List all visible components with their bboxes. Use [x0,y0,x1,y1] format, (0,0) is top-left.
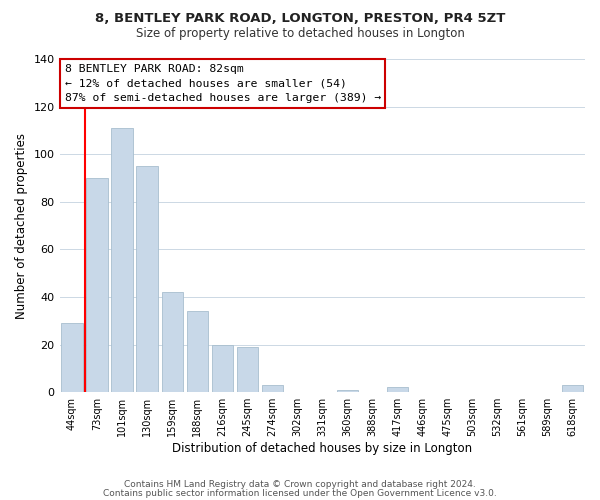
Text: 8, BENTLEY PARK ROAD, LONGTON, PRESTON, PR4 5ZT: 8, BENTLEY PARK ROAD, LONGTON, PRESTON, … [95,12,505,26]
Bar [262,385,283,392]
Bar [387,388,408,392]
Bar [236,347,258,392]
Bar [187,312,208,392]
Text: Contains HM Land Registry data © Crown copyright and database right 2024.: Contains HM Land Registry data © Crown c… [124,480,476,489]
Bar [562,385,583,392]
Bar [337,390,358,392]
Bar [136,166,158,392]
Bar [86,178,108,392]
X-axis label: Distribution of detached houses by size in Longton: Distribution of detached houses by size … [172,442,472,455]
Bar [212,344,233,392]
Bar [61,323,83,392]
Text: Size of property relative to detached houses in Longton: Size of property relative to detached ho… [136,28,464,40]
Bar [161,292,183,392]
Text: Contains public sector information licensed under the Open Government Licence v3: Contains public sector information licen… [103,488,497,498]
Text: 8 BENTLEY PARK ROAD: 82sqm
← 12% of detached houses are smaller (54)
87% of semi: 8 BENTLEY PARK ROAD: 82sqm ← 12% of deta… [65,64,381,104]
Y-axis label: Number of detached properties: Number of detached properties [15,132,28,318]
Bar [112,128,133,392]
